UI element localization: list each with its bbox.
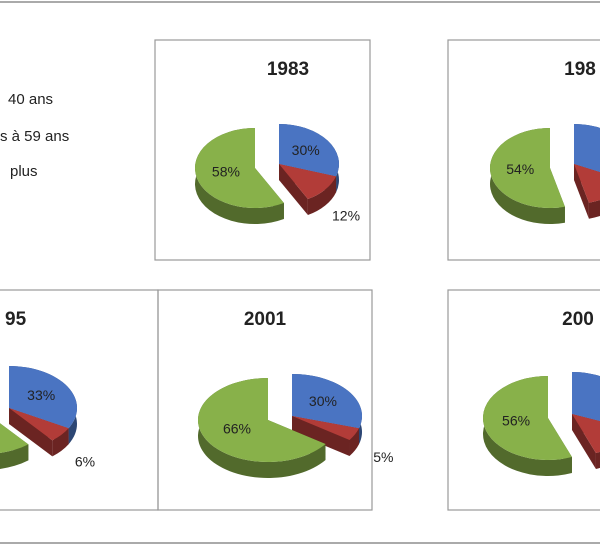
value-label: 30%: [309, 393, 337, 409]
slice-rim: [588, 200, 600, 219]
chart-title: 95: [5, 309, 27, 330]
pie-slice: [0, 423, 29, 453]
pie-slice: [9, 408, 69, 441]
chart-title: 200: [562, 309, 594, 330]
pie-slice: [279, 124, 339, 177]
pie-slice: [574, 164, 600, 203]
pie-slice: [483, 376, 572, 460]
value-label: 30%: [292, 142, 320, 158]
pie-slice: [292, 374, 362, 429]
legend-label: 40 ans: [8, 91, 53, 108]
pie-slice: [572, 414, 600, 454]
slice-side: [292, 416, 359, 456]
slice-rim: [0, 444, 29, 469]
value-label: 5%: [373, 449, 393, 465]
chart-box: [154, 39, 371, 261]
value-label: 58%: [212, 164, 240, 180]
pie-slice: [9, 366, 77, 429]
pie-slice: [574, 124, 600, 173]
chart-title: 1983: [267, 59, 309, 80]
value-label: 54%: [506, 161, 534, 177]
slice-face: [9, 408, 53, 457]
chart-title: 2001: [244, 309, 287, 330]
chart-box: [157, 289, 373, 511]
slice-rim: [52, 428, 69, 457]
slice-face: [574, 164, 589, 219]
pie-slice: [292, 416, 359, 440]
pie-slice: [198, 378, 326, 462]
slice-face: [279, 164, 308, 216]
slice-rim: [595, 451, 600, 470]
value-label: 33%: [27, 387, 55, 403]
pie-slice: [195, 128, 284, 208]
legend-label: s à 59 ans: [0, 128, 69, 145]
slice-face: [572, 414, 596, 470]
slice-rim: [307, 176, 337, 216]
value-label: 66%: [223, 420, 251, 436]
value-label: 12%: [332, 208, 360, 224]
value-label: 6%: [75, 454, 95, 470]
slice-rim: [349, 428, 359, 456]
value-label: 56%: [502, 413, 530, 429]
pie-slice: [490, 128, 565, 208]
chart-title: 198: [564, 59, 596, 80]
pie-slice: [572, 372, 600, 422]
slice-face: [292, 416, 350, 456]
pie-slice: [279, 164, 337, 200]
chart-box: [447, 39, 600, 261]
legend-label: plus: [10, 163, 38, 180]
chart-box: [447, 289, 600, 511]
slice-rim: [198, 378, 326, 478]
